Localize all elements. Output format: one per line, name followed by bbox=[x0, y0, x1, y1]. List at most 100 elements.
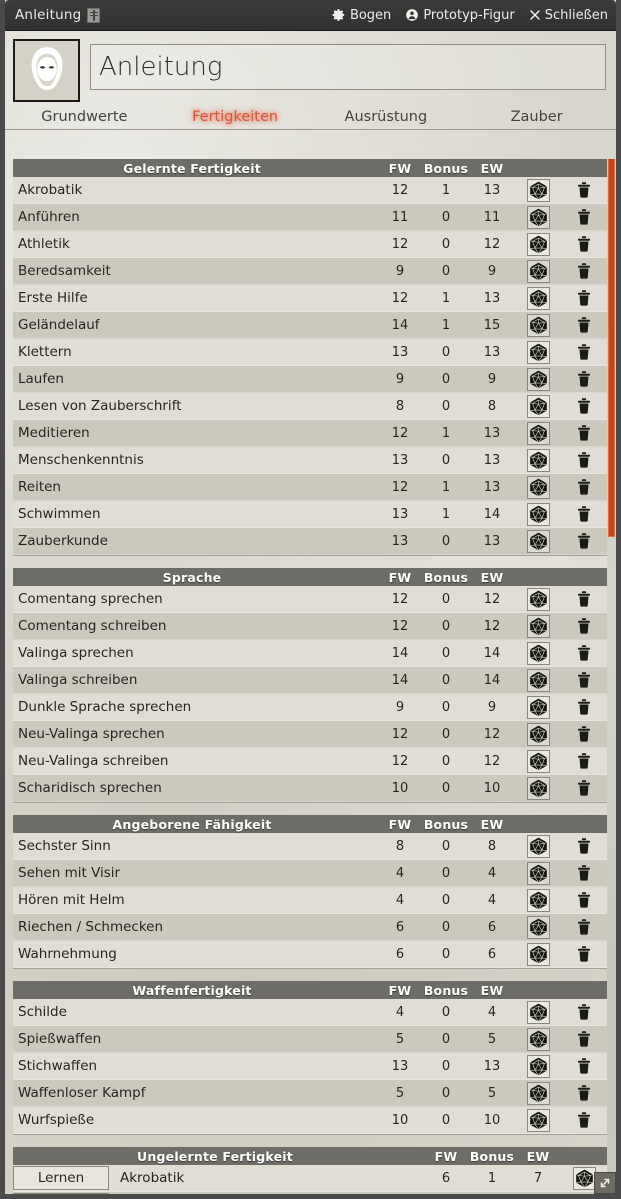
d20-dice-icon[interactable] bbox=[526, 259, 550, 283]
trash-icon[interactable] bbox=[577, 726, 591, 742]
trash-icon[interactable] bbox=[577, 618, 591, 634]
skill-name: Sechster Sinn bbox=[18, 838, 111, 854]
d20-dice-icon[interactable] bbox=[526, 475, 550, 499]
d20-dice-icon[interactable] bbox=[526, 942, 550, 966]
trash-icon[interactable] bbox=[577, 506, 591, 522]
d20-dice-icon[interactable] bbox=[526, 178, 550, 202]
trash-icon[interactable] bbox=[577, 344, 591, 360]
trash-icon[interactable] bbox=[577, 838, 591, 854]
d20-dice-icon[interactable] bbox=[526, 722, 550, 746]
tab-ausruestung[interactable]: Ausrüstung bbox=[344, 108, 428, 125]
d20-dice-icon[interactable] bbox=[526, 367, 550, 391]
close-button[interactable]: Schließen bbox=[529, 8, 608, 23]
skill-fw: 10 bbox=[391, 780, 409, 796]
trash-icon[interactable] bbox=[577, 290, 591, 306]
d20-dice-icon[interactable] bbox=[526, 915, 550, 939]
d20-dice-icon[interactable] bbox=[526, 614, 550, 638]
trash-icon[interactable] bbox=[577, 1112, 591, 1128]
skill-sections: Gelernte Fertigkeit FW Bonus EW Akrobatik 12 1… bbox=[5, 159, 616, 1194]
trash-icon[interactable] bbox=[577, 425, 591, 441]
d20-dice-icon[interactable] bbox=[526, 1081, 550, 1105]
skill-fw: 13 bbox=[391, 344, 409, 360]
trash-icon[interactable] bbox=[577, 452, 591, 468]
scrollbar-thumb[interactable] bbox=[608, 159, 615, 537]
trash-icon[interactable] bbox=[577, 780, 591, 796]
trash-icon[interactable] bbox=[577, 1004, 591, 1020]
tab-grundwerte[interactable]: Grundwerte bbox=[41, 108, 128, 125]
d20-dice-icon[interactable] bbox=[572, 1166, 596, 1190]
gear-icon bbox=[332, 8, 346, 22]
trash-icon[interactable] bbox=[577, 182, 591, 198]
prototyp-figur-button[interactable]: Prototyp-Figur bbox=[405, 8, 515, 23]
roll-cell bbox=[515, 695, 561, 719]
d20-dice-icon[interactable] bbox=[526, 205, 550, 229]
d20-dice-icon[interactable] bbox=[526, 668, 550, 692]
trash-icon[interactable] bbox=[577, 591, 591, 607]
table-row: Meditieren 12 1 13 bbox=[13, 420, 607, 447]
avatar[interactable] bbox=[13, 39, 80, 102]
skill-name: Athletik bbox=[18, 236, 70, 252]
d20-dice-icon[interactable] bbox=[526, 641, 550, 665]
trash-icon[interactable] bbox=[577, 371, 591, 387]
d20-dice-icon[interactable] bbox=[526, 1054, 550, 1078]
trash-icon[interactable] bbox=[577, 209, 591, 225]
trash-icon[interactable] bbox=[577, 533, 591, 549]
skills-scroll-region[interactable]: Gelernte Fertigkeit FW Bonus EW Akrobatik 12 1… bbox=[5, 159, 616, 1194]
d20-dice-icon[interactable] bbox=[526, 232, 550, 256]
table-row: Sechster Sinn 8 0 8 bbox=[13, 833, 607, 860]
trash-icon[interactable] bbox=[577, 753, 591, 769]
roll-cell bbox=[515, 1054, 561, 1078]
d20-dice-icon[interactable] bbox=[526, 529, 550, 553]
d20-dice-icon[interactable] bbox=[526, 776, 550, 800]
learn-cell: Lernen bbox=[13, 1166, 115, 1190]
trash-icon[interactable] bbox=[577, 236, 591, 252]
trash-icon[interactable] bbox=[577, 479, 591, 495]
skill-ew: 14 bbox=[483, 645, 501, 661]
d20-dice-icon[interactable] bbox=[526, 861, 550, 885]
trash-icon[interactable] bbox=[577, 672, 591, 688]
trash-icon[interactable] bbox=[577, 946, 591, 962]
scrollbar-track[interactable] bbox=[607, 159, 616, 1194]
trash-icon[interactable] bbox=[577, 317, 591, 333]
character-name-input[interactable]: Anleitung bbox=[90, 44, 606, 90]
d20-dice-icon[interactable] bbox=[526, 421, 550, 445]
tab-fertigkeiten[interactable]: Fertigkeiten bbox=[192, 108, 279, 125]
table-row: Sehen mit Visir 4 0 4 bbox=[13, 860, 607, 887]
trash-icon[interactable] bbox=[577, 645, 591, 661]
d20-dice-icon[interactable] bbox=[526, 313, 550, 337]
skill-bonus: 0 bbox=[441, 946, 451, 962]
d20-dice-icon[interactable] bbox=[572, 1193, 596, 1194]
d20-dice-icon[interactable] bbox=[526, 394, 550, 418]
trash-icon[interactable] bbox=[577, 865, 591, 881]
tab-zauber[interactable]: Zauber bbox=[510, 108, 563, 125]
d20-dice-icon[interactable] bbox=[526, 749, 550, 773]
bogen-button[interactable]: Bogen bbox=[332, 8, 391, 23]
resize-handle-icon[interactable] bbox=[594, 1172, 616, 1194]
d20-dice-icon[interactable] bbox=[526, 1108, 550, 1132]
d20-dice-icon[interactable] bbox=[526, 286, 550, 310]
skill-ew: 9 bbox=[487, 263, 497, 279]
trash-icon[interactable] bbox=[577, 892, 591, 908]
d20-dice-icon[interactable] bbox=[526, 502, 550, 526]
trash-icon[interactable] bbox=[577, 398, 591, 414]
learn-button[interactable]: Lernen bbox=[13, 1193, 109, 1194]
learn-button[interactable]: Lernen bbox=[13, 1166, 109, 1190]
d20-dice-icon[interactable] bbox=[526, 1027, 550, 1051]
book-icon[interactable] bbox=[87, 7, 101, 23]
delete-cell bbox=[561, 317, 607, 333]
trash-icon[interactable] bbox=[577, 1058, 591, 1074]
d20-dice-icon[interactable] bbox=[526, 448, 550, 472]
trash-icon[interactable] bbox=[577, 699, 591, 715]
d20-dice-icon[interactable] bbox=[526, 340, 550, 364]
d20-dice-icon[interactable] bbox=[526, 834, 550, 858]
trash-icon[interactable] bbox=[577, 1031, 591, 1047]
trash-icon[interactable] bbox=[577, 1085, 591, 1101]
trash-icon[interactable] bbox=[577, 919, 591, 935]
d20-dice-icon[interactable] bbox=[526, 888, 550, 912]
table-row: Laufen 9 0 9 bbox=[13, 366, 607, 393]
d20-dice-icon[interactable] bbox=[526, 695, 550, 719]
d20-dice-icon[interactable] bbox=[526, 587, 550, 611]
delete-cell bbox=[561, 672, 607, 688]
d20-dice-icon[interactable] bbox=[526, 1000, 550, 1024]
trash-icon[interactable] bbox=[577, 263, 591, 279]
